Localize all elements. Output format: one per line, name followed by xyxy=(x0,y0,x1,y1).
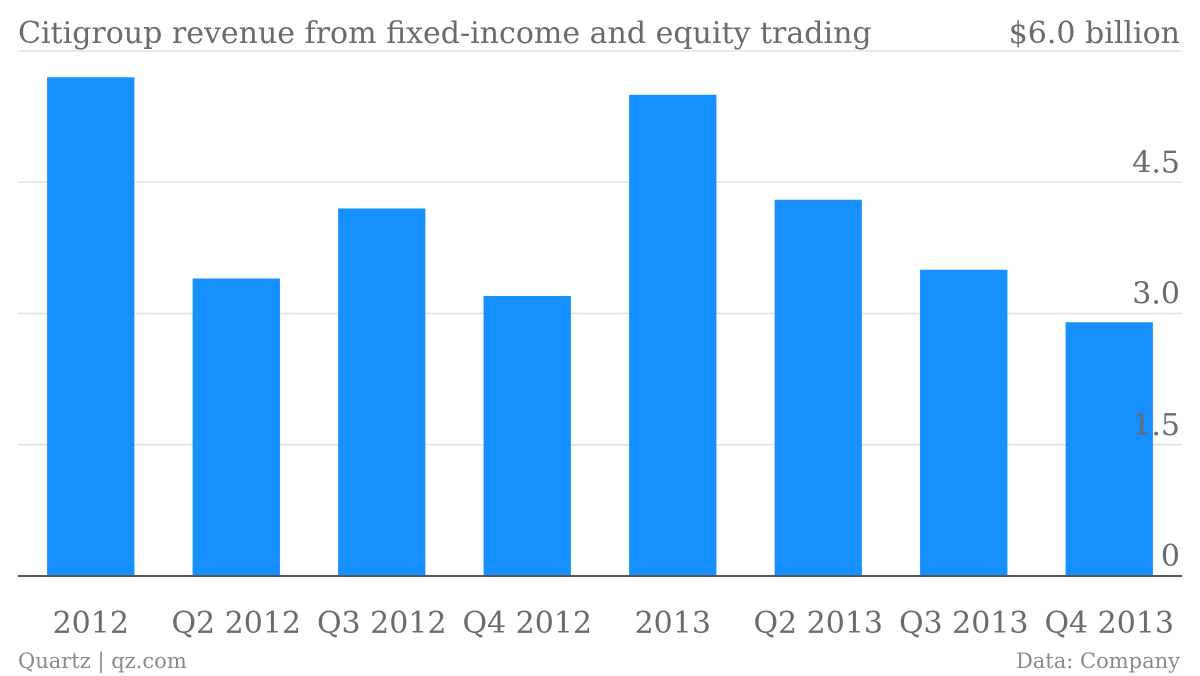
x-tick-label: Q4 2012 xyxy=(462,606,592,641)
x-tick-label: Q2 2013 xyxy=(753,606,883,641)
bar xyxy=(483,296,571,576)
x-axis-ticks: 2012 Q2 2012 Q3 2012 Q4 2012 2013 Q2 2013 Q3 2… xyxy=(53,606,1174,641)
bar xyxy=(192,278,280,576)
unit-label: $6.0 billion xyxy=(1009,16,1180,51)
bar xyxy=(1065,322,1153,576)
bar xyxy=(629,94,717,576)
x-tick-label: 2012 xyxy=(53,606,129,641)
x-tick-label: Q4 2013 xyxy=(1044,606,1174,641)
x-tick-label: Q2 2012 xyxy=(171,606,301,641)
x-tick-label: Q3 2012 xyxy=(317,606,447,641)
source-text: Data: Company xyxy=(1016,649,1180,673)
bar xyxy=(338,208,426,576)
bar xyxy=(920,269,1008,576)
bars xyxy=(47,77,1153,576)
y-tick-label: 4.5 xyxy=(1132,145,1180,180)
bar xyxy=(774,199,862,576)
credit-text: Quartz | qz.com xyxy=(18,649,187,674)
x-tick-label: Q3 2013 xyxy=(899,606,1029,641)
bar xyxy=(47,77,135,576)
y-axis-ticks: 1.5 3.0 4.5 0 xyxy=(1132,145,1180,574)
y-tick-label: 1.5 xyxy=(1132,408,1180,443)
y-tick-label: 0 xyxy=(1161,539,1180,574)
x-tick-label: 2013 xyxy=(635,606,711,641)
chart-title: Citigroup revenue from fixed-income and … xyxy=(18,16,872,51)
y-tick-label: 3.0 xyxy=(1132,277,1180,312)
